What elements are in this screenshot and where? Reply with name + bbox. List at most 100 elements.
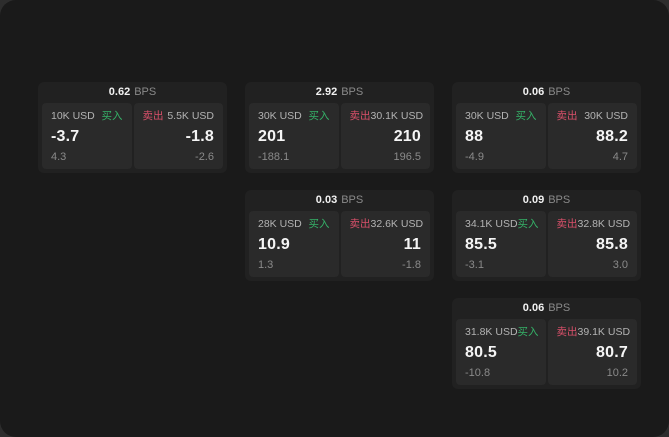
- sell-delta: 3.0: [612, 259, 628, 271]
- quote-panels: 31.8K USD 买入 80.5 -10.8 卖出 39.1K USD 80.…: [456, 319, 637, 385]
- quote-card: 0.06 BPS 30K USD 买入 88 -4.9 卖出 30K USD: [452, 82, 641, 173]
- sell-side-label: 卖出: [142, 110, 164, 122]
- bps-header: 0.03 BPS: [249, 190, 430, 211]
- buy-price: 10.9: [258, 235, 290, 253]
- buy-delta: -188.1: [258, 151, 290, 163]
- buy-side-label: 买入: [308, 218, 330, 230]
- buy-side-label: 买入: [517, 326, 539, 338]
- bps-header: 0.06 BPS: [456, 82, 637, 103]
- quote-panels: 28K USD 买入 10.9 1.3 卖出 32.6K USD 11 -1.8: [249, 211, 430, 277]
- panel-top-row: 28K USD 买入: [258, 219, 330, 230]
- buy-panel[interactable]: 30K USD 买入 201 -188.1: [249, 103, 339, 169]
- sell-delta: 196.5: [393, 151, 421, 163]
- bps-value: 0.03: [315, 194, 338, 206]
- sell-panel[interactable]: 卖出 5.5K USD -1.8 -2.6: [133, 103, 223, 169]
- bps-unit-label: BPS: [341, 194, 364, 206]
- sell-side-label: 卖出: [556, 326, 578, 338]
- sell-delta: -2.6: [195, 151, 214, 163]
- quote-card: 2.92 BPS 30K USD 买入 201 -188.1 卖出 30.1K …: [245, 82, 434, 173]
- notional-size: 30K USD: [258, 110, 302, 122]
- buy-price: -3.7: [51, 127, 80, 145]
- panel-top-row: 卖出 32.8K USD: [556, 218, 631, 230]
- bps-unit-label: BPS: [341, 86, 364, 98]
- buy-delta: -10.8: [465, 367, 491, 379]
- quote-card: 0.03 BPS 28K USD 买入 10.9 1.3 卖出 32.6K US…: [245, 190, 434, 281]
- sell-panel[interactable]: 卖出 32.6K USD 11 -1.8: [340, 211, 430, 277]
- sell-side-label: 卖出: [349, 110, 371, 122]
- sell-side-label: 卖出: [556, 218, 578, 230]
- sell-delta: 4.7: [612, 151, 628, 163]
- quote-card-grid: 0.62 BPS 10K USD 买入 -3.7 4.3 卖出 5.5K USD: [38, 82, 641, 389]
- buy-panel[interactable]: 30K USD 买入 88 -4.9: [456, 103, 546, 169]
- panel-top-row: 卖出 5.5K USD: [143, 111, 215, 122]
- quote-panels: 30K USD 买入 88 -4.9 卖出 30K USD 88.2 4.7: [456, 103, 637, 169]
- buy-price: 85.5: [465, 235, 497, 253]
- bps-unit-label: BPS: [548, 302, 571, 314]
- buy-side-label: 买入: [308, 110, 330, 122]
- buy-side-label: 买入: [515, 110, 537, 122]
- quote-panels: 10K USD 买入 -3.7 4.3 卖出 5.5K USD -1.8 -2.…: [42, 103, 223, 169]
- panel-top-row: 10K USD 买入: [51, 111, 123, 122]
- buy-delta: 1.3: [258, 259, 274, 271]
- sell-price: 85.8: [596, 235, 628, 253]
- sell-panel[interactable]: 卖出 32.8K USD 85.8 3.0: [547, 211, 637, 277]
- notional-size: 32.6K USD: [370, 218, 424, 230]
- notional-size: 30K USD: [584, 110, 628, 122]
- bps-unit-label: BPS: [548, 194, 571, 206]
- sell-panel[interactable]: 卖出 30K USD 88.2 4.7: [547, 103, 637, 169]
- bps-value: 0.09: [522, 194, 545, 206]
- bps-value: 2.92: [315, 86, 338, 98]
- buy-panel[interactable]: 34.1K USD 买入 85.5 -3.1: [456, 211, 546, 277]
- buy-side-label: 买入: [101, 110, 123, 122]
- buy-price: 80.5: [465, 343, 497, 361]
- panel-top-row: 31.8K USD 买入: [465, 326, 539, 338]
- bps-unit-label: BPS: [548, 86, 571, 98]
- sell-price: 80.7: [596, 343, 628, 361]
- notional-size: 39.1K USD: [577, 326, 631, 338]
- quote-card: 0.62 BPS 10K USD 买入 -3.7 4.3 卖出 5.5K USD: [38, 82, 227, 173]
- sell-delta: 10.2: [606, 367, 628, 379]
- buy-panel[interactable]: 10K USD 买入 -3.7 4.3: [42, 103, 132, 169]
- buy-panel[interactable]: 28K USD 买入 10.9 1.3: [249, 211, 339, 277]
- panel-top-row: 卖出 30K USD: [557, 111, 629, 122]
- bps-header: 0.06 BPS: [456, 298, 637, 319]
- notional-size: 34.1K USD: [465, 218, 518, 230]
- bps-header: 0.09 BPS: [456, 190, 637, 211]
- sell-price: -1.8: [185, 127, 214, 145]
- quote-card: 0.06 BPS 31.8K USD 买入 80.5 -10.8 卖出 39.1…: [452, 298, 641, 389]
- buy-price: 201: [258, 127, 286, 145]
- notional-size: 32.8K USD: [577, 218, 631, 230]
- buy-price: 88: [465, 127, 484, 145]
- sell-panel[interactable]: 卖出 39.1K USD 80.7 10.2: [547, 319, 637, 385]
- bps-unit-label: BPS: [134, 86, 157, 98]
- buy-delta: 4.3: [51, 151, 67, 163]
- panel-top-row: 卖出 30.1K USD: [349, 110, 424, 122]
- buy-side-label: 买入: [517, 218, 539, 230]
- sell-side-label: 卖出: [556, 110, 578, 122]
- buy-delta: -4.9: [465, 151, 484, 163]
- panel-top-row: 30K USD 买入: [465, 111, 537, 122]
- buy-delta: -3.1: [465, 259, 484, 271]
- bps-value: 0.06: [522, 302, 545, 314]
- panel-top-row: 卖出 32.6K USD: [349, 218, 424, 230]
- sell-side-label: 卖出: [349, 218, 371, 230]
- quote-panels: 30K USD 买入 201 -188.1 卖出 30.1K USD 210 1…: [249, 103, 430, 169]
- bps-header: 0.62 BPS: [42, 82, 223, 103]
- sell-delta: -1.8: [402, 259, 421, 271]
- notional-size: 30.1K USD: [370, 110, 424, 122]
- notional-size: 31.8K USD: [465, 326, 518, 338]
- quote-panels: 34.1K USD 买入 85.5 -3.1 卖出 32.8K USD 85.8…: [456, 211, 637, 277]
- bps-value: 0.62: [108, 86, 131, 98]
- sell-panel[interactable]: 卖出 30.1K USD 210 196.5: [340, 103, 430, 169]
- panel-top-row: 卖出 39.1K USD: [556, 326, 631, 338]
- sell-price: 88.2: [596, 127, 628, 145]
- bps-value: 0.06: [522, 86, 545, 98]
- notional-size: 28K USD: [258, 218, 302, 230]
- sell-price: 11: [403, 235, 421, 253]
- bps-header: 2.92 BPS: [249, 82, 430, 103]
- buy-panel[interactable]: 31.8K USD 买入 80.5 -10.8: [456, 319, 546, 385]
- panel-top-row: 34.1K USD 买入: [465, 218, 539, 230]
- notional-size: 5.5K USD: [167, 110, 214, 122]
- sell-price: 210: [393, 127, 421, 145]
